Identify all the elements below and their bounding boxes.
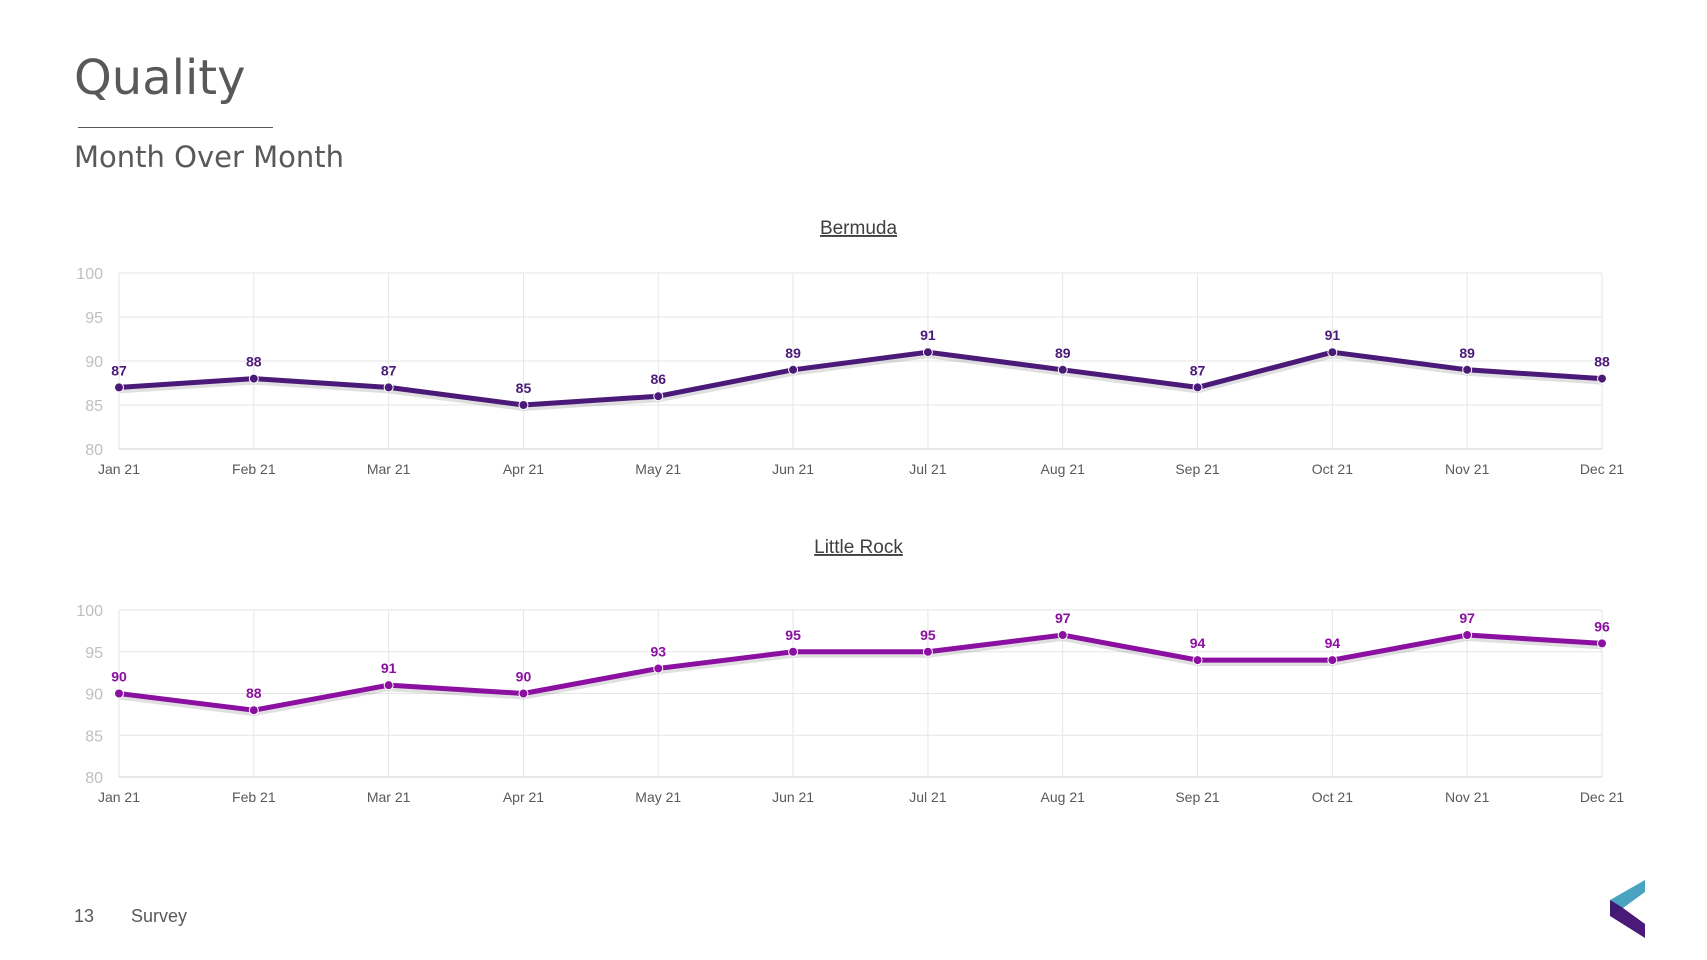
y-tick-label: 90 (85, 687, 103, 704)
data-point (922, 347, 933, 358)
data-point (1327, 655, 1338, 666)
data-point (1057, 364, 1068, 375)
x-tick-label: Jan 21 (98, 789, 140, 805)
data-label: 87 (111, 362, 127, 378)
data-label: 94 (1190, 635, 1206, 651)
x-tick-label: Aug 21 (1041, 461, 1086, 477)
data-point (1192, 655, 1203, 666)
x-tick-label: Sep 21 (1175, 789, 1220, 805)
data-point (248, 705, 259, 716)
data-label: 94 (1325, 635, 1341, 651)
y-tick-label: 85 (85, 728, 103, 745)
data-label: 87 (1190, 362, 1206, 378)
x-tick-label: May 21 (635, 461, 681, 477)
data-label: 89 (1055, 345, 1071, 361)
data-label: 88 (1594, 354, 1610, 370)
data-point (788, 646, 799, 657)
series-line-shadow (118, 352, 1603, 411)
x-tick-label: Mar 21 (367, 789, 411, 805)
x-tick-label: Jun 21 (772, 789, 814, 805)
data-point (653, 391, 664, 402)
data-point (1597, 638, 1607, 649)
data-label: 86 (650, 371, 666, 387)
data-point (1597, 373, 1607, 384)
slide-title: Quality (74, 50, 246, 106)
y-tick-label: 95 (85, 645, 103, 662)
x-tick-label: Feb 21 (232, 461, 276, 477)
data-label: 85 (516, 380, 532, 396)
x-tick-label: Feb 21 (232, 789, 276, 805)
data-point (1327, 347, 1338, 358)
data-label: 90 (516, 669, 532, 685)
x-tick-label: Jul 21 (909, 789, 947, 805)
data-point (518, 688, 529, 699)
data-label: 97 (1459, 610, 1475, 626)
y-tick-label: 100 (76, 603, 103, 620)
data-label: 95 (785, 627, 801, 643)
x-tick-label: Jan 21 (98, 461, 140, 477)
data-label: 89 (1459, 345, 1475, 361)
x-tick-label: Oct 21 (1312, 461, 1353, 477)
data-point (1462, 630, 1473, 641)
data-label: 88 (246, 354, 262, 370)
series-line (116, 632, 1605, 713)
x-tick-label: Oct 21 (1312, 789, 1353, 805)
data-point (518, 400, 529, 410)
data-point (248, 373, 259, 384)
data-point (1192, 382, 1203, 393)
x-tick-label: Dec 21 (1580, 789, 1625, 805)
x-tick-label: Aug 21 (1041, 789, 1086, 805)
data-label: 91 (1325, 327, 1341, 343)
x-tick-label: Mar 21 (367, 461, 411, 477)
data-label: 97 (1055, 610, 1071, 626)
data-label: 89 (785, 345, 801, 361)
data-label: 91 (920, 327, 936, 343)
y-tick-label: 80 (85, 770, 103, 787)
data-label: 93 (650, 643, 666, 659)
x-tick-label: Nov 21 (1445, 789, 1490, 805)
page-number: 13 (74, 906, 95, 926)
data-label: 91 (381, 660, 397, 676)
y-tick-label: 95 (85, 310, 103, 327)
data-label: 95 (920, 627, 936, 643)
data-label: 88 (246, 685, 262, 701)
data-point (383, 680, 394, 691)
footer-label: Survey (131, 906, 188, 926)
x-tick-label: Sep 21 (1175, 461, 1220, 477)
series-line (116, 349, 1605, 408)
y-tick-label: 80 (85, 442, 103, 459)
x-tick-label: Jul 21 (909, 461, 947, 477)
title-underline (78, 127, 273, 128)
data-point (114, 382, 124, 393)
data-point (1462, 364, 1473, 375)
data-point (383, 382, 394, 393)
x-tick-label: Dec 21 (1580, 461, 1625, 477)
chart-title: Little Rock (814, 537, 903, 558)
data-label: 87 (381, 362, 397, 378)
brand-logo-icon (1610, 880, 1645, 938)
chart-title: Bermuda (820, 218, 898, 239)
y-tick-label: 100 (76, 266, 103, 283)
data-label: 90 (111, 669, 127, 685)
y-tick-label: 85 (85, 398, 103, 415)
x-tick-label: Apr 21 (503, 461, 544, 477)
x-tick-label: May 21 (635, 789, 681, 805)
x-tick-label: Jun 21 (772, 461, 814, 477)
series-line-shadow (118, 635, 1603, 717)
data-point (653, 663, 664, 674)
x-tick-label: Nov 21 (1445, 461, 1490, 477)
data-label: 96 (1594, 618, 1610, 634)
data-point (114, 688, 124, 699)
slide-subtitle: Month Over Month (74, 140, 344, 174)
x-tick-label: Apr 21 (503, 789, 544, 805)
data-point (922, 646, 933, 657)
y-tick-label: 90 (85, 354, 103, 371)
data-point (1057, 630, 1068, 641)
data-point (788, 364, 799, 375)
